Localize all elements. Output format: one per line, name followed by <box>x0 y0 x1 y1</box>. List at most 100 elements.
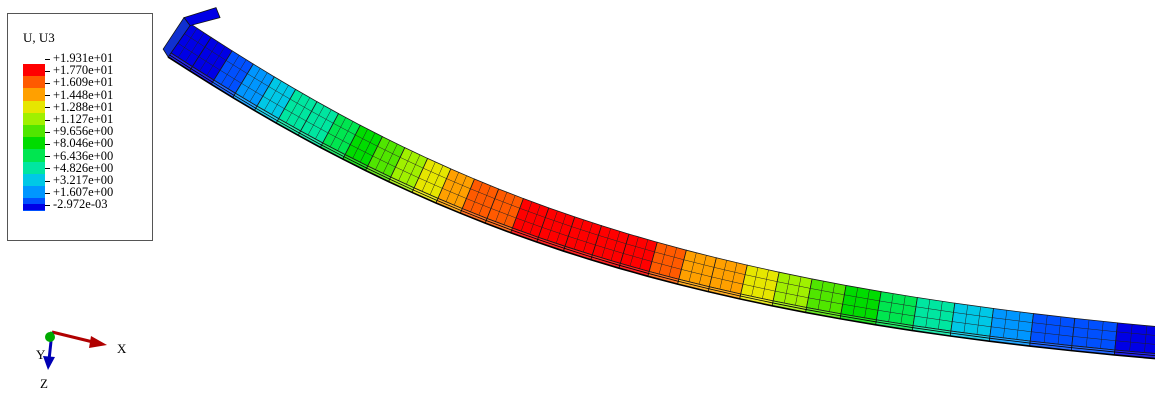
legend-label: +1.607e+00 <box>53 185 114 200</box>
legend-label: +1.288e+01 <box>53 99 114 114</box>
mesh-line <box>352 128 368 159</box>
legend-tick <box>45 143 50 145</box>
legend-label: +3.217e+00 <box>53 173 114 187</box>
mesh-line <box>421 161 436 192</box>
legend-tick <box>45 58 50 60</box>
beam-element-face <box>1029 313 1076 347</box>
triad-origin <box>45 332 55 342</box>
legend-swatch <box>23 125 45 138</box>
mesh-line <box>329 117 347 147</box>
legend-tick <box>45 192 50 194</box>
mesh-line <box>938 301 943 330</box>
mesh-line <box>271 85 289 115</box>
mesh-line <box>639 239 649 269</box>
mesh-line <box>547 210 558 241</box>
mesh-line <box>495 192 508 222</box>
mesh-line <box>337 121 354 151</box>
mesh-line <box>520 201 533 232</box>
mesh-line <box>629 236 639 267</box>
mesh-line <box>582 222 593 253</box>
mesh-line <box>829 283 835 312</box>
beam-element-face <box>912 297 956 332</box>
legend-label: +1.770e+01 <box>53 63 114 78</box>
mesh-line <box>382 143 398 174</box>
mesh-line <box>573 219 584 250</box>
legend-tick <box>45 168 50 170</box>
mesh-line <box>470 182 483 212</box>
mesh-line <box>185 32 205 63</box>
mesh-line <box>852 287 859 316</box>
legend-swatch <box>23 204 45 211</box>
mesh-line <box>688 252 697 282</box>
y-axis-label: Y <box>36 347 46 362</box>
legend-tick <box>45 119 50 121</box>
mesh-line <box>963 304 968 333</box>
mesh-line <box>698 255 707 285</box>
mesh-line <box>285 93 303 123</box>
legend-tick <box>45 70 50 72</box>
mesh-line <box>610 231 621 261</box>
legend-swatch <box>23 64 45 77</box>
mesh-line <box>601 228 611 258</box>
mesh-line <box>1003 310 1008 338</box>
legend-swatch <box>23 173 45 187</box>
mesh-line <box>762 269 769 299</box>
deformed-beam <box>162 7 1155 360</box>
mesh-line <box>242 68 261 98</box>
mesh-line <box>1129 324 1133 352</box>
beam-element-face <box>1114 322 1155 354</box>
mesh-line <box>315 109 332 140</box>
z-axis-arrowhead <box>43 356 55 370</box>
mesh-line <box>177 28 198 58</box>
mesh-line <box>220 55 240 85</box>
mesh-line <box>445 172 459 202</box>
x-axis-arrow <box>51 330 94 344</box>
mesh-line <box>658 244 668 275</box>
legend-tick <box>45 95 50 97</box>
beam-end-web <box>162 16 191 58</box>
legend-label: +4.826e+00 <box>53 160 114 175</box>
legend-swatch <box>23 76 45 89</box>
beam-bottom-edge-inner <box>167 53 1155 357</box>
mesh-line <box>1144 325 1148 353</box>
mesh-line <box>375 140 391 170</box>
mesh-line <box>1085 319 1090 348</box>
mesh-line <box>795 276 802 306</box>
legend-title: U, U3 <box>23 30 55 45</box>
legend-tick <box>45 156 50 158</box>
x-axis-label: X <box>117 341 127 356</box>
mesh-line <box>751 267 759 297</box>
mesh-line <box>555 213 567 244</box>
beam-element-face <box>1071 317 1118 351</box>
x-axis-arrowhead <box>89 336 107 348</box>
triad-graphic <box>43 330 107 370</box>
mesh-line <box>453 175 467 206</box>
legend-tick <box>45 204 50 206</box>
mesh-line <box>359 132 376 163</box>
mesh-line <box>888 293 894 322</box>
mesh-line <box>1016 311 1021 340</box>
mesh-line <box>199 41 219 72</box>
mesh-line <box>1057 316 1062 345</box>
beam-element-face <box>950 302 994 337</box>
mesh-line <box>264 80 282 111</box>
mesh-line <box>249 72 268 102</box>
legend-label: +1.127e+01 <box>53 112 114 126</box>
legend-swatch <box>23 161 45 175</box>
beam-bottom-edge <box>167 56 1155 360</box>
legend-label: +6.436e+00 <box>53 148 114 163</box>
legend-swatch <box>23 100 45 114</box>
legend-tick <box>45 82 50 84</box>
legend-label: +8.046e+00 <box>53 136 114 151</box>
legend-swatch <box>23 186 45 199</box>
legend-swatch <box>23 137 45 150</box>
mesh-line <box>478 185 491 216</box>
legend-label: -2.972e-03 <box>53 197 108 212</box>
legend-label: +9.656e+00 <box>53 124 114 139</box>
mesh-line <box>976 306 981 335</box>
mesh-line-longitudinal <box>183 33 1155 336</box>
legend-tick <box>45 107 50 109</box>
mesh-line <box>925 299 931 328</box>
mesh-line <box>900 295 906 324</box>
